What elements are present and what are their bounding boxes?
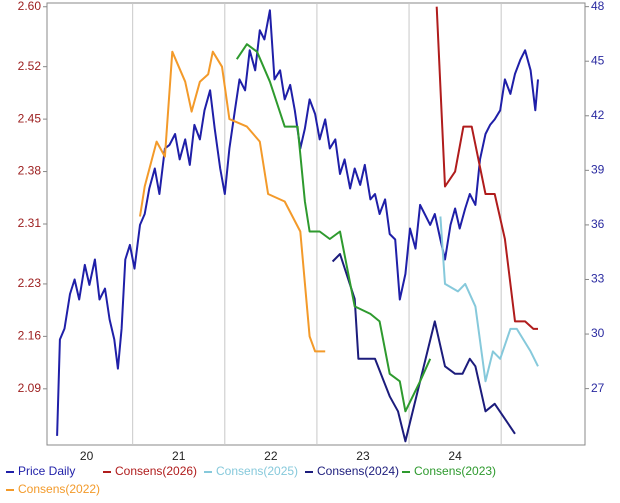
series-line	[439, 216, 539, 383]
y-tick-label: 2.45	[18, 111, 42, 125]
y-tick-label: 2.09	[18, 381, 42, 395]
y-tick-label: 2.52	[18, 59, 42, 73]
y-tick-label: 2.23	[18, 276, 42, 290]
legend-label: Consens(2024)	[317, 464, 399, 478]
y2-tick-label: 36	[591, 217, 605, 231]
y2-tick-label: 30	[591, 326, 605, 340]
series-line	[235, 43, 432, 413]
x-tick-label: 21	[172, 449, 186, 463]
y2-tick-label: 45	[591, 53, 605, 67]
y2-tick-label: 48	[591, 0, 605, 13]
y-tick-label: 2.38	[18, 164, 42, 178]
y-tick-label: 2.60	[18, 0, 42, 13]
y2-tick-label: 39	[591, 163, 605, 177]
x-tick-label: 23	[356, 449, 370, 463]
x-tick-label: 24	[448, 449, 462, 463]
series-line	[435, 6, 538, 330]
y-tick-label: 2.31	[18, 216, 42, 230]
series-line	[331, 253, 516, 443]
legend-label: Consens(2023)	[414, 464, 496, 478]
legend-label: Consens(2026)	[115, 464, 197, 478]
y2-tick-label: 33	[591, 272, 605, 286]
x-tick-label: 22	[264, 449, 278, 463]
series-line	[139, 50, 326, 353]
legend-label: Price Daily	[18, 464, 75, 478]
legend-label: Consens(2025)	[216, 464, 298, 478]
legend-label: Consens(2022)	[18, 482, 100, 496]
y-tick-label: 2.16	[18, 329, 42, 343]
y2-tick-label: 27	[591, 381, 605, 395]
plot-frame	[46, 2, 586, 446]
series-line	[56, 9, 539, 436]
y2-tick-label: 42	[591, 108, 605, 122]
x-tick-label: 20	[80, 449, 94, 463]
